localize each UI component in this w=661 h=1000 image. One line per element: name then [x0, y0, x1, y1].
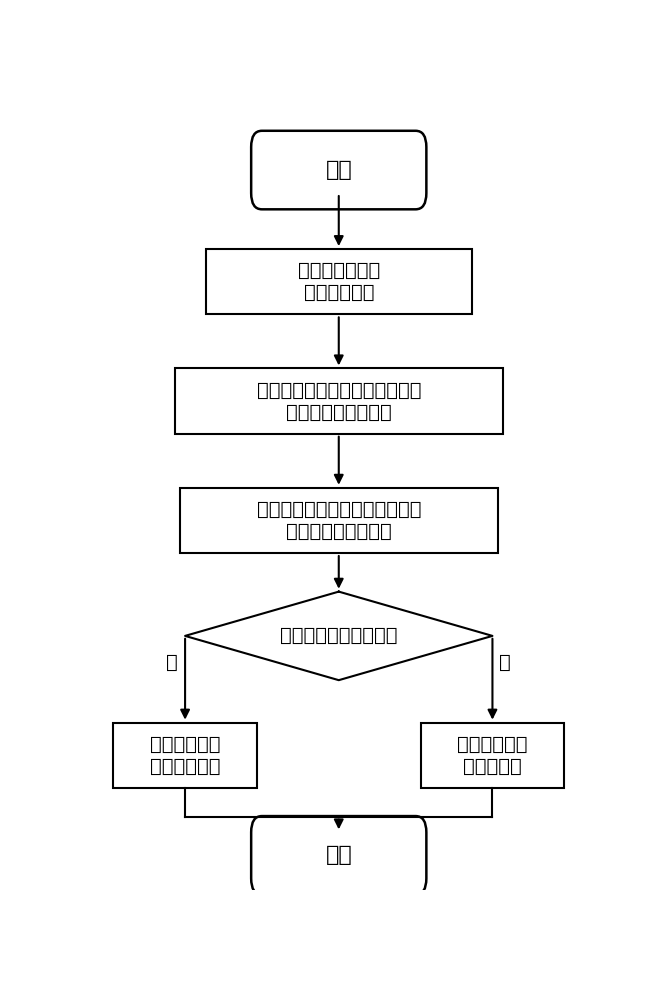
FancyBboxPatch shape	[206, 249, 472, 314]
Text: 开始: 开始	[325, 160, 352, 180]
FancyBboxPatch shape	[175, 368, 502, 434]
FancyBboxPatch shape	[251, 131, 426, 209]
Text: 结束: 结束	[325, 845, 352, 865]
Polygon shape	[185, 592, 492, 680]
Text: 是否满足拟合优度检验: 是否满足拟合优度检验	[280, 626, 397, 645]
Text: 获取可再生能源
历史功率数据: 获取可再生能源 历史功率数据	[297, 261, 380, 302]
Text: 是: 是	[499, 653, 511, 672]
Text: 选取标准正交基，将概率密度函
数写成正交级数形式: 选取标准正交基，将概率密度函 数写成正交级数形式	[256, 381, 421, 422]
FancyBboxPatch shape	[180, 488, 498, 553]
FancyBboxPatch shape	[420, 723, 564, 788]
Text: 函数能反映概
率真实分布: 函数能反映概 率真实分布	[457, 735, 527, 776]
Text: 最小化风险函数求得取舍点，确
定功率概率密度函数: 最小化风险函数求得取舍点，确 定功率概率密度函数	[256, 500, 421, 541]
FancyBboxPatch shape	[114, 723, 256, 788]
Text: 函数不能反映
概率真实分布: 函数不能反映 概率真实分布	[150, 735, 220, 776]
FancyBboxPatch shape	[251, 816, 426, 895]
Text: 否: 否	[167, 653, 178, 672]
